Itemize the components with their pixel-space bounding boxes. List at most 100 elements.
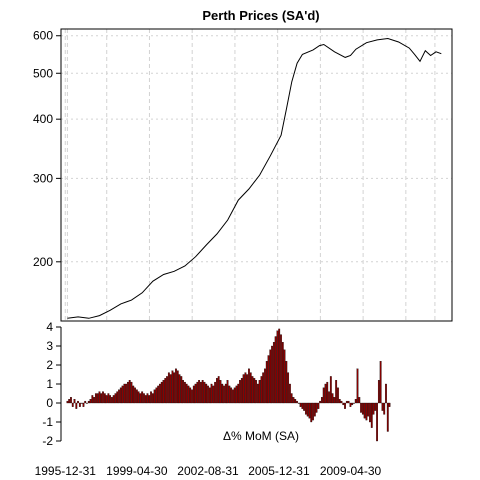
- mom-bar: [253, 378, 256, 404]
- x-tick-label: 1995-12-31: [35, 464, 97, 478]
- top-grid: [61, 29, 452, 321]
- mom-bar: [388, 402, 391, 407]
- mom-bar: [91, 395, 94, 404]
- mom-bar: [317, 402, 320, 409]
- mom-bar: [294, 399, 297, 404]
- mom-bar: [356, 368, 359, 404]
- mom-bar: [150, 391, 152, 404]
- mom-bar: [86, 402, 88, 404]
- mom-bar: [123, 383, 126, 404]
- mom-bar: [96, 393, 99, 404]
- mom-bar: [297, 402, 300, 404]
- mom-bar: [354, 399, 357, 404]
- mom-bar: [230, 387, 233, 404]
- mom-bar: [258, 380, 261, 404]
- mom-bar: [144, 395, 147, 404]
- mom-bar: [278, 328, 281, 404]
- mom-bar: [292, 397, 295, 404]
- mom-bar: [192, 385, 195, 404]
- price-series-line: [67, 37, 442, 319]
- mom-bar: [214, 381, 217, 404]
- top-plot-frame: [60, 28, 453, 322]
- mom-bar: [324, 383, 327, 404]
- chart-title: Perth Prices (SA'd): [202, 8, 319, 23]
- mom-bar: [232, 389, 234, 404]
- mom-bar: [235, 385, 238, 404]
- mom-bar: [256, 383, 259, 404]
- mom-bar: [216, 378, 218, 404]
- mom-bar: [111, 397, 113, 404]
- mom-bar: [201, 380, 204, 404]
- mom-bar: [358, 397, 361, 404]
- mom-bar: [162, 380, 165, 404]
- mom-bar: [127, 381, 129, 404]
- y-tick-label: 600: [33, 29, 53, 43]
- mom-bar: [173, 372, 176, 404]
- mom-bar: [288, 383, 291, 404]
- mom-bar: [171, 370, 174, 404]
- bottom-x-label: Δ% MoM (SA): [223, 429, 299, 443]
- mom-bar: [223, 385, 225, 404]
- mom-bar: [66, 400, 69, 404]
- top-y-axis: 200 300 400 500 600: [33, 29, 61, 269]
- mom-bar: [372, 402, 375, 415]
- mom-bar: [296, 400, 298, 404]
- mom-bar: [105, 395, 108, 404]
- mom-bar: [217, 376, 220, 404]
- mom-bar: [139, 393, 142, 404]
- mom-bar: [143, 393, 145, 404]
- mom-bar: [68, 399, 71, 404]
- mom-bar: [287, 372, 290, 404]
- mom-bar: [84, 400, 87, 404]
- mom-bar: [329, 376, 332, 404]
- mom-bar: [212, 385, 215, 404]
- mom-bar: [361, 402, 364, 415]
- mom-bar: [267, 355, 270, 404]
- mom-bar: [196, 381, 199, 404]
- bottom-y-axis: -2 -1 0 1 2 3 4: [42, 320, 62, 448]
- mom-bar: [118, 389, 120, 404]
- mom-bar: [262, 372, 265, 404]
- mom-bar: [331, 393, 334, 404]
- x-tick-label: 2009-04-30: [320, 464, 382, 478]
- bottom-x-tick-labels: 1995-12-31 1999-04-30 2002-08-31 2005-12-31…: [35, 464, 382, 478]
- mom-bar: [119, 387, 122, 404]
- mom-bar: [182, 380, 184, 404]
- mom-bar: [121, 385, 124, 404]
- mom-bar: [248, 368, 250, 404]
- mom-bar: [367, 402, 370, 417]
- mom-bar: [326, 381, 329, 404]
- mom-bar: [116, 391, 119, 404]
- mom-bar: [151, 393, 154, 404]
- mom-bar: [199, 381, 202, 404]
- mom-bar: [360, 402, 362, 413]
- mom-bar: [265, 361, 268, 404]
- mom-bar: [78, 402, 81, 407]
- x-tick-label: 2002-08-31: [177, 464, 239, 478]
- mom-bar: [208, 387, 211, 404]
- mom-bar: [221, 383, 224, 404]
- mom-bar: [164, 378, 167, 404]
- y-tick-label: 1: [46, 377, 53, 391]
- mom-bar: [377, 380, 380, 404]
- mom-bar: [167, 372, 170, 404]
- mom-bar: [153, 389, 156, 404]
- mom-bar: [169, 374, 172, 404]
- mom-bar: [301, 402, 304, 409]
- mom-bar: [281, 342, 284, 404]
- mom-bar: [370, 402, 373, 428]
- mom-bar: [185, 383, 188, 404]
- mom-bar: [180, 376, 183, 404]
- mom-bar: [175, 368, 177, 404]
- mom-bar: [386, 402, 389, 432]
- mom-bar: [239, 380, 241, 404]
- x-tick-label: 1999-04-30: [106, 464, 168, 478]
- y-tick-label: 2: [46, 358, 53, 372]
- mom-bar: [207, 385, 209, 404]
- mom-bar: [306, 402, 309, 417]
- mom-bar: [187, 385, 190, 404]
- mom-bar: [303, 402, 306, 411]
- mom-bar: [125, 383, 128, 404]
- mom-bar: [210, 383, 213, 404]
